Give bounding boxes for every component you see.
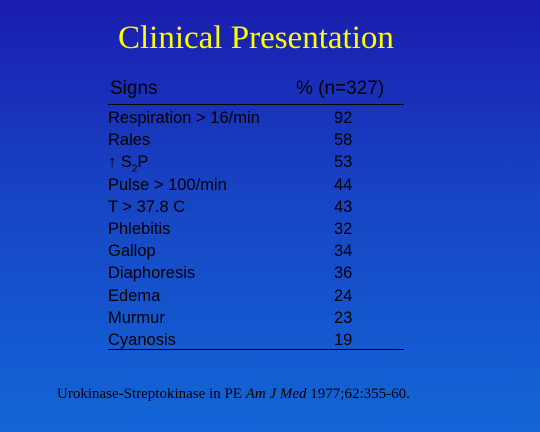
table-row: Cyanosis 19	[108, 329, 404, 351]
sign-percent: 44	[334, 175, 353, 194]
sign-percent: 19	[334, 330, 353, 349]
sign-percent: 43	[334, 197, 353, 216]
table-row: T > 37.8 C 43	[108, 196, 404, 218]
citation-suffix: 1977;62:355-60.	[306, 386, 410, 402]
sign-percent: 23	[334, 308, 353, 327]
sign-label: Respiration > 16/min	[108, 109, 260, 127]
sign-percent: 53	[334, 153, 353, 172]
sign-label: Edema	[108, 286, 161, 305]
sign-label: Diaphoresis	[108, 264, 196, 283]
sign-percent: 58	[334, 131, 353, 150]
citation-journal: Am J Med	[245, 386, 307, 402]
table-row: Rales 58	[108, 129, 404, 151]
sign-label: Rales	[108, 131, 151, 150]
table-row: Respiration > 16/min 92	[108, 107, 404, 129]
sign-label-suffix: P	[137, 153, 149, 172]
column-header-signs: Signs	[110, 78, 158, 99]
sign-label-subscript: 2	[131, 163, 138, 175]
sign-percent: 36	[334, 264, 353, 283]
table-row: Phlebitis 32	[108, 218, 404, 240]
signs-table: Respiration > 16/min 92 Rales 58 ↑ S2P 5…	[108, 107, 404, 351]
table-bottom-rule	[108, 349, 404, 350]
sign-label: Phlebitis	[108, 219, 171, 238]
citation-prefix: Urokinase-Streptokinase in PE	[57, 386, 246, 402]
sign-label: Pulse > 100/min	[108, 175, 227, 194]
sign-label: Murmur	[108, 308, 165, 327]
sign-label: Gallop	[108, 242, 156, 261]
sign-percent: 92	[334, 109, 353, 127]
sign-label-prefix: ↑ S	[108, 153, 132, 172]
sign-label: T > 37.8 C	[108, 197, 186, 216]
table-row: Diaphoresis 36	[108, 262, 404, 284]
table-row: Murmur 23	[108, 307, 404, 329]
sign-percent: 34	[334, 242, 353, 261]
table-row: Edema 24	[108, 285, 404, 307]
table-row: ↑ S2P 53	[108, 151, 404, 175]
citation: Urokinase-Streptokinase in PE Am J Med 1…	[57, 385, 410, 403]
sign-label: Cyanosis	[108, 330, 176, 349]
sign-percent: 24	[334, 286, 353, 305]
column-header-percent: % (n=327)	[296, 78, 385, 99]
table-row: Gallop 34	[108, 240, 404, 262]
table-top-rule	[108, 104, 404, 105]
slide-title: Clinical Presentation	[118, 20, 394, 56]
table-row: Pulse > 100/min 44	[108, 174, 404, 196]
sign-percent: 32	[334, 219, 353, 238]
sign-label: ↑ S2P	[108, 151, 149, 175]
